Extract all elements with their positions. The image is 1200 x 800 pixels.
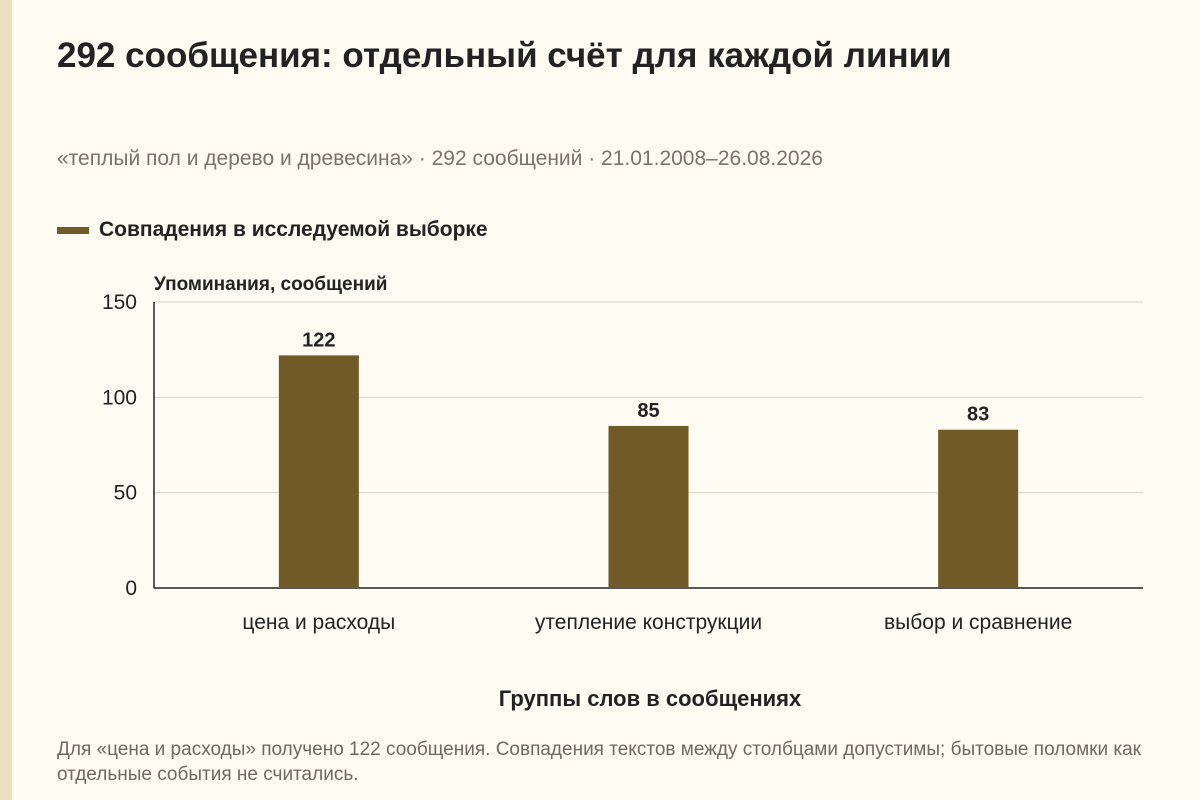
y-tick-label: 0 xyxy=(125,577,137,600)
bar-value-label: 122 xyxy=(302,329,335,351)
x-tick-label: выбор и сравнение xyxy=(884,611,1072,634)
legend-label: Совпадения в исследуемой выборке xyxy=(99,218,488,241)
y-tick-label: 100 xyxy=(102,386,137,409)
y-tick-label: 150 xyxy=(102,291,137,314)
x-tick-label: утепление конструкции xyxy=(535,611,762,634)
y-tick-label: 50 xyxy=(114,482,137,505)
bar-value-label: 85 xyxy=(637,400,659,422)
chart-subtitle: «теплый пол и дерево и древесина» · 292 … xyxy=(57,147,823,170)
left-accent-stripe xyxy=(0,0,12,800)
legend: Совпадения в исследуемой выборке xyxy=(57,218,488,242)
bar xyxy=(938,429,1019,588)
bar xyxy=(608,425,689,588)
bar xyxy=(278,355,359,588)
legend-swatch xyxy=(57,226,89,234)
bar-value-label: 83 xyxy=(967,404,989,426)
chart-title: 292 сообщения: отдельный счёт для каждой… xyxy=(57,36,952,75)
x-axis-label: Группы слов в сообщениях xyxy=(498,686,802,711)
x-tick-label: цена и расходы xyxy=(242,611,395,634)
footnote: Для «цена и расходы» получено 122 сообще… xyxy=(57,739,1141,785)
y-axis-label: Упоминания, сообщений xyxy=(154,274,388,295)
